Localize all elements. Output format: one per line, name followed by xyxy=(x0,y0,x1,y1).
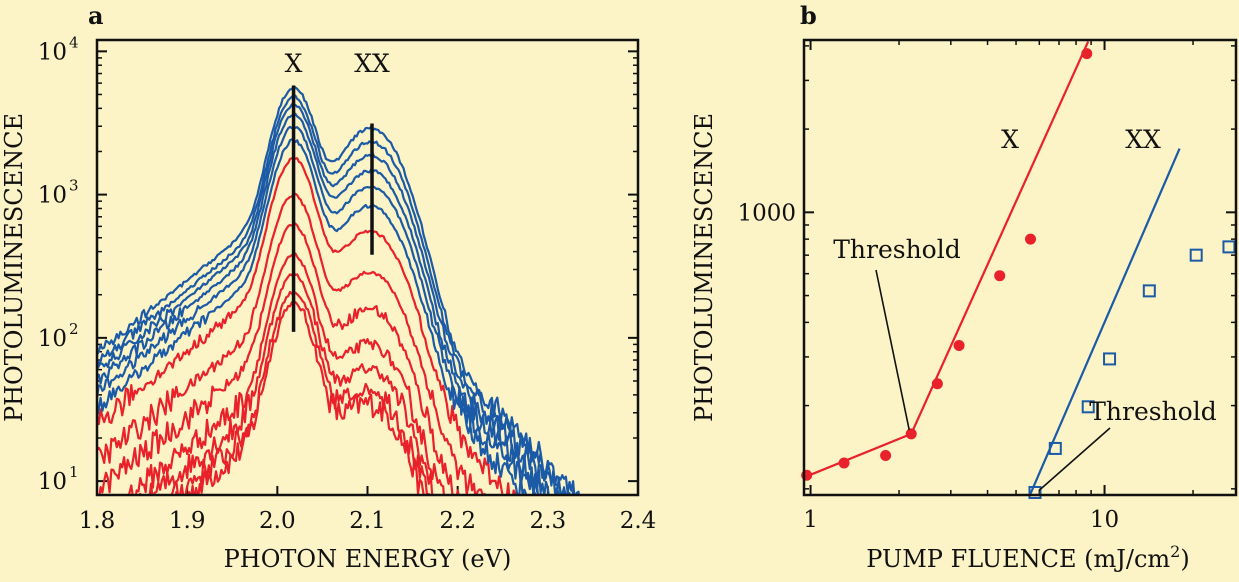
y-tick-label-3: 10 xyxy=(38,39,67,65)
point-X-7 xyxy=(1025,233,1037,245)
x-tick-label-4: 2.2 xyxy=(439,508,476,534)
annotation-x-series: X xyxy=(1001,125,1019,154)
panel-b-data xyxy=(801,40,1236,499)
annotation-threshold-xx: Threshold xyxy=(1089,397,1217,426)
point-X-6 xyxy=(994,270,1006,282)
y-tick-label-2: 10 xyxy=(38,183,67,209)
spectrum-blue-5 xyxy=(97,94,576,495)
x-tick-label-5: 2.3 xyxy=(530,508,567,534)
b-y-tick-label-0: 1000 xyxy=(737,200,796,226)
threshold-xx-pointer xyxy=(1038,427,1111,492)
panel-b-y-axis-title: PHOTOLUMINESCENCE xyxy=(690,113,718,422)
panel-b-frame xyxy=(802,38,1238,497)
panel-a-peak-markers: X XX xyxy=(285,49,390,332)
b-x-tick-label-1: 10 xyxy=(1090,507,1119,533)
y-tick-label-exp-3: 4 xyxy=(69,33,79,51)
spectrum-blue-6 xyxy=(97,85,580,495)
x-tick-label-3: 2.1 xyxy=(349,508,386,534)
x-tick-label-2: 2.0 xyxy=(259,508,296,534)
point-XX-5 xyxy=(1189,248,1203,262)
point-XX-2 xyxy=(1081,400,1095,414)
point-X-4 xyxy=(931,378,943,390)
panel-a: a PHOTON ENERGY (eV) PHOTOLUMINESCENCE 1.… xyxy=(0,1,656,573)
point-X-8 xyxy=(1081,48,1093,60)
point-X-2 xyxy=(880,450,892,462)
point-X-5 xyxy=(953,339,965,351)
x-title-tail: ) xyxy=(1180,545,1189,573)
spectrum-blue-4 xyxy=(97,103,573,495)
panel-b-label: b xyxy=(800,1,817,30)
y-tick-label-exp-2: 3 xyxy=(69,177,79,195)
x-title-sup: 2 xyxy=(1170,542,1180,561)
panel-a-y-axis-title: PHOTOLUMINESCENCE xyxy=(0,113,28,422)
marker-label-XX: XX xyxy=(354,49,390,78)
y-tick-label-exp-0: 1 xyxy=(69,463,79,481)
point-XX-6 xyxy=(1222,240,1236,254)
y-tick-label-1: 10 xyxy=(38,326,67,352)
spectrum-red-7 xyxy=(97,156,517,495)
spectrum-red-3 xyxy=(136,271,434,495)
point-X-1 xyxy=(838,457,850,469)
panel-b-ticks: 1 10 1000 xyxy=(737,40,1236,533)
panel-a-frame xyxy=(95,38,640,497)
spectrum-blue-2 xyxy=(97,125,546,495)
x-tick-label-0: 1.8 xyxy=(79,508,116,534)
b-x-tick-label-0: 1 xyxy=(803,507,818,533)
spectrum-blue-1 xyxy=(97,138,537,495)
point-XX-1 xyxy=(1048,441,1062,455)
spectrum-red-6 xyxy=(97,192,486,495)
spectrum-red-2 xyxy=(170,290,431,495)
y-tick-label-0: 10 xyxy=(38,469,67,495)
panel-a-spectra xyxy=(97,85,580,495)
spectrum-red-4 xyxy=(128,252,445,495)
spectrum-red-5 xyxy=(98,222,460,495)
panel-a-label: a xyxy=(88,1,104,30)
point-X-3 xyxy=(905,428,917,440)
point-XX-4 xyxy=(1142,284,1156,298)
fit-line-X-0 xyxy=(806,432,912,478)
fit-line-X-1 xyxy=(910,40,1090,435)
panel-a-x-axis-title: PHOTON ENERGY (eV) xyxy=(224,545,512,573)
point-XX-3 xyxy=(1103,352,1117,366)
x-tick-label-1: 1.9 xyxy=(169,508,206,534)
x-tick-label-6: 2.4 xyxy=(620,508,657,534)
spectrum-red-1 xyxy=(174,301,425,495)
spectrum-blue-3 xyxy=(97,112,560,495)
annotation-xx-series: XX xyxy=(1125,125,1161,154)
marker-label-X: X xyxy=(285,49,303,78)
x-title-main: PUMP FLUENCE (mJ/cm xyxy=(866,545,1170,573)
fit-line-XX-0 xyxy=(1029,148,1181,495)
panel-b: b PUMP FLUENCE (mJ/cm2) PHOTOLUMINESCENCE… xyxy=(690,1,1238,573)
threshold-x-pointer xyxy=(875,269,911,431)
annotation-threshold-x: Threshold xyxy=(833,235,961,264)
panel-b-x-axis-title: PUMP FLUENCE (mJ/cm2) xyxy=(866,542,1189,573)
point-XX-0 xyxy=(1028,485,1042,499)
y-tick-label-exp-1: 2 xyxy=(69,320,79,338)
